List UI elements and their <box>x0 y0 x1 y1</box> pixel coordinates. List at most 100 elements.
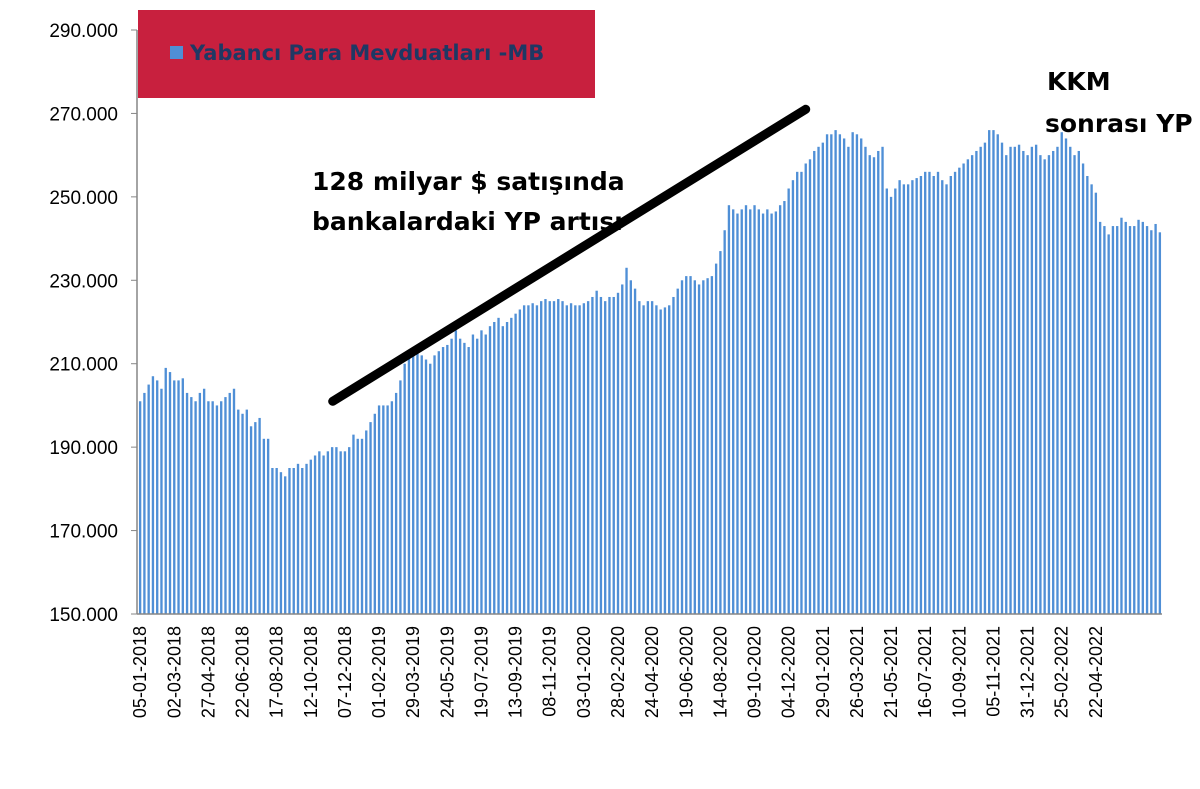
bar <box>668 305 671 614</box>
bar-series <box>138 130 1162 615</box>
bar <box>804 163 807 615</box>
bar <box>787 188 790 614</box>
bar <box>719 251 722 614</box>
bar <box>412 347 415 614</box>
bar <box>177 380 180 614</box>
bar <box>599 296 603 614</box>
bar <box>953 171 957 614</box>
bar <box>885 188 888 614</box>
bar <box>232 388 236 614</box>
bar <box>958 167 961 614</box>
bar <box>932 176 935 614</box>
bar <box>633 288 637 614</box>
bar <box>1111 226 1115 614</box>
bar <box>1073 155 1076 614</box>
bar <box>877 150 880 614</box>
bar <box>821 142 824 614</box>
bar <box>309 459 312 614</box>
bar <box>753 205 756 614</box>
x-tick-label: 29-01-2021 <box>813 626 833 718</box>
bar <box>173 380 176 614</box>
bar <box>429 363 432 614</box>
bar <box>834 130 837 615</box>
x-tick-label: 24-04-2020 <box>642 626 662 718</box>
x-tick-label: 22-04-2022 <box>1086 626 1106 718</box>
bar <box>638 301 641 614</box>
bar <box>817 146 820 615</box>
bar <box>292 468 295 614</box>
bar <box>612 296 615 614</box>
bar <box>501 326 504 614</box>
bar <box>1094 192 1098 614</box>
bar <box>872 157 876 615</box>
bar <box>744 205 748 614</box>
y-tick-label: 190.000 <box>49 438 118 459</box>
bar <box>318 451 321 614</box>
bar <box>407 355 411 614</box>
bar <box>702 280 705 614</box>
bar <box>847 146 850 615</box>
bar <box>706 278 709 614</box>
bar <box>924 171 927 614</box>
bar <box>156 380 159 614</box>
bar <box>949 176 952 614</box>
bar <box>471 334 475 614</box>
bar <box>902 184 906 614</box>
bar <box>740 209 743 614</box>
bar <box>655 305 658 614</box>
bar <box>488 326 492 614</box>
bar <box>284 476 287 614</box>
bar <box>830 134 833 615</box>
bar <box>1128 226 1132 614</box>
bar <box>552 301 556 614</box>
bar <box>339 451 342 614</box>
bar <box>160 388 163 614</box>
bar <box>996 134 999 615</box>
bar <box>296 463 300 614</box>
bar <box>437 351 440 614</box>
x-tick-label: 05-11-2021 <box>984 626 1004 717</box>
x-tick-label: 13-09-2019 <box>506 626 526 718</box>
bar <box>710 276 714 614</box>
bar <box>898 180 901 615</box>
bar <box>522 305 526 614</box>
annotation-trend-line-2: bankalardaki YP artışı <box>312 207 623 236</box>
bar <box>360 438 364 614</box>
bar <box>1086 176 1089 614</box>
bar <box>983 142 987 614</box>
x-axis-ticks: 05-01-2018 02-03-2018 27-04-2018 22-06-2018… <box>130 626 1106 718</box>
bar <box>467 347 470 614</box>
bar <box>373 413 376 614</box>
bar <box>1116 226 1119 614</box>
bar <box>544 299 547 614</box>
bar <box>548 301 551 614</box>
bar <box>1098 221 1102 614</box>
bar <box>390 401 394 614</box>
bar <box>386 405 389 614</box>
bar <box>151 376 155 614</box>
bar <box>352 434 355 614</box>
bar <box>791 180 795 615</box>
bar <box>424 359 428 614</box>
bar <box>497 317 500 614</box>
bar <box>1154 223 1157 614</box>
bar <box>279 472 283 614</box>
bar <box>535 305 539 614</box>
bar <box>518 309 522 614</box>
y-tick-label: 230.000 <box>49 271 118 292</box>
x-tick-label: 22-06-2018 <box>233 626 253 718</box>
bar <box>1090 184 1093 614</box>
y-axis-ticks: 150.000 170.000 190.000 210.000 230.000 250.0… <box>49 21 137 626</box>
bar <box>301 468 304 614</box>
bar <box>202 388 206 614</box>
bar <box>143 392 146 614</box>
bar <box>420 355 423 614</box>
x-tick-label: 29-03-2019 <box>403 626 423 718</box>
bar <box>616 292 620 614</box>
bar <box>1133 226 1136 614</box>
bar <box>433 355 436 614</box>
bar <box>808 159 812 614</box>
bar <box>941 180 944 615</box>
bar <box>271 468 274 614</box>
bar <box>778 205 782 614</box>
